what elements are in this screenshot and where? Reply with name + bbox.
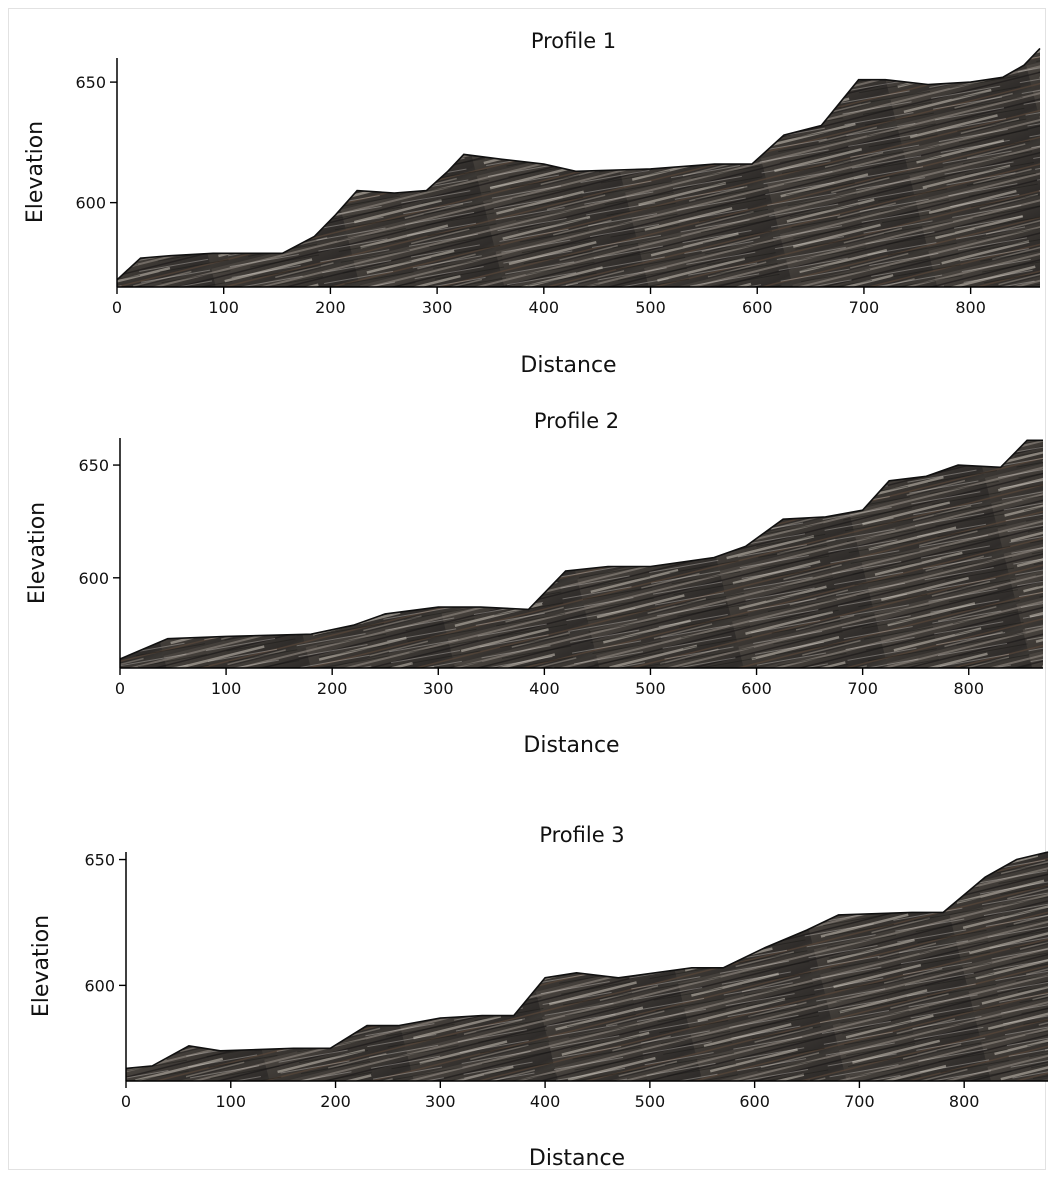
x-tick-label: 100 — [211, 679, 242, 698]
x-tick-label: 0 — [115, 679, 125, 698]
x-axis-label: Distance — [523, 733, 619, 758]
x-tick-label: 0 — [121, 1092, 131, 1111]
x-tick-label: 700 — [847, 679, 878, 698]
y-tick-label: 600 — [75, 194, 106, 213]
profile-line — [116, 47, 1041, 281]
profile-panel-1: 0 100 200 300 400 500 600 700 800 600 650 Profile 1… — [23, 29, 1041, 378]
y-tick-label: 650 — [84, 851, 115, 870]
x-tick-label: 500 — [635, 298, 666, 317]
x-tick-label: 500 — [635, 1092, 666, 1111]
x-tick-label: 500 — [635, 679, 666, 698]
x-tick-label: 400 — [529, 298, 560, 317]
x-tick-label: 100 — [208, 298, 239, 317]
y-tick-label: 650 — [75, 73, 106, 92]
y-axis-label: Elevation — [25, 502, 50, 604]
chart-title: Profile 3 — [539, 823, 624, 847]
x-tick-label: 300 — [425, 1092, 456, 1111]
x-tick-label: 800 — [949, 1092, 980, 1111]
x-tick-label: 800 — [955, 298, 986, 317]
x-tick-label: 800 — [953, 679, 984, 698]
terrain-texture — [120, 440, 1043, 668]
x-tick-label: 0 — [112, 298, 122, 317]
x-tick-label: 600 — [741, 679, 772, 698]
y-axis-label: Elevation — [23, 121, 48, 223]
profile-panel-2: 0 100 200 300 400 500 600 700 800 600 650 Profile 2… — [25, 409, 1043, 758]
y-tick-label: 600 — [78, 569, 109, 588]
profile-line — [125, 851, 1049, 1070]
terrain-texture — [126, 852, 1048, 1081]
x-tick-label: 200 — [315, 298, 346, 317]
y-axis-label: Elevation — [29, 915, 54, 1017]
chart-title: Profile 2 — [534, 409, 619, 433]
x-tick-label: 600 — [739, 1092, 770, 1111]
x-axis-label: Distance — [520, 353, 616, 378]
x-tick-label: 200 — [317, 679, 348, 698]
profile-panel-3: 0 100 200 300 400 500 600 700 800 600 650 Profile 3… — [29, 823, 1049, 1171]
x-tick-label: 700 — [849, 298, 880, 317]
terrain-texture — [117, 48, 1040, 288]
y-tick-label: 600 — [84, 976, 115, 995]
x-tick-label: 400 — [530, 1092, 561, 1111]
chart-title: Profile 1 — [531, 29, 616, 53]
profile-line — [119, 439, 1043, 660]
x-tick-label: 700 — [844, 1092, 875, 1111]
y-tick-label: 650 — [78, 456, 109, 475]
x-tick-label: 400 — [529, 679, 560, 698]
x-tick-label: 100 — [215, 1092, 246, 1111]
x-axis-label: Distance — [529, 1146, 625, 1171]
x-tick-label: 600 — [742, 298, 773, 317]
x-tick-label: 300 — [422, 298, 453, 317]
x-tick-label: 200 — [320, 1092, 351, 1111]
figure-frame — [8, 8, 1046, 1170]
x-tick-label: 300 — [423, 679, 454, 698]
